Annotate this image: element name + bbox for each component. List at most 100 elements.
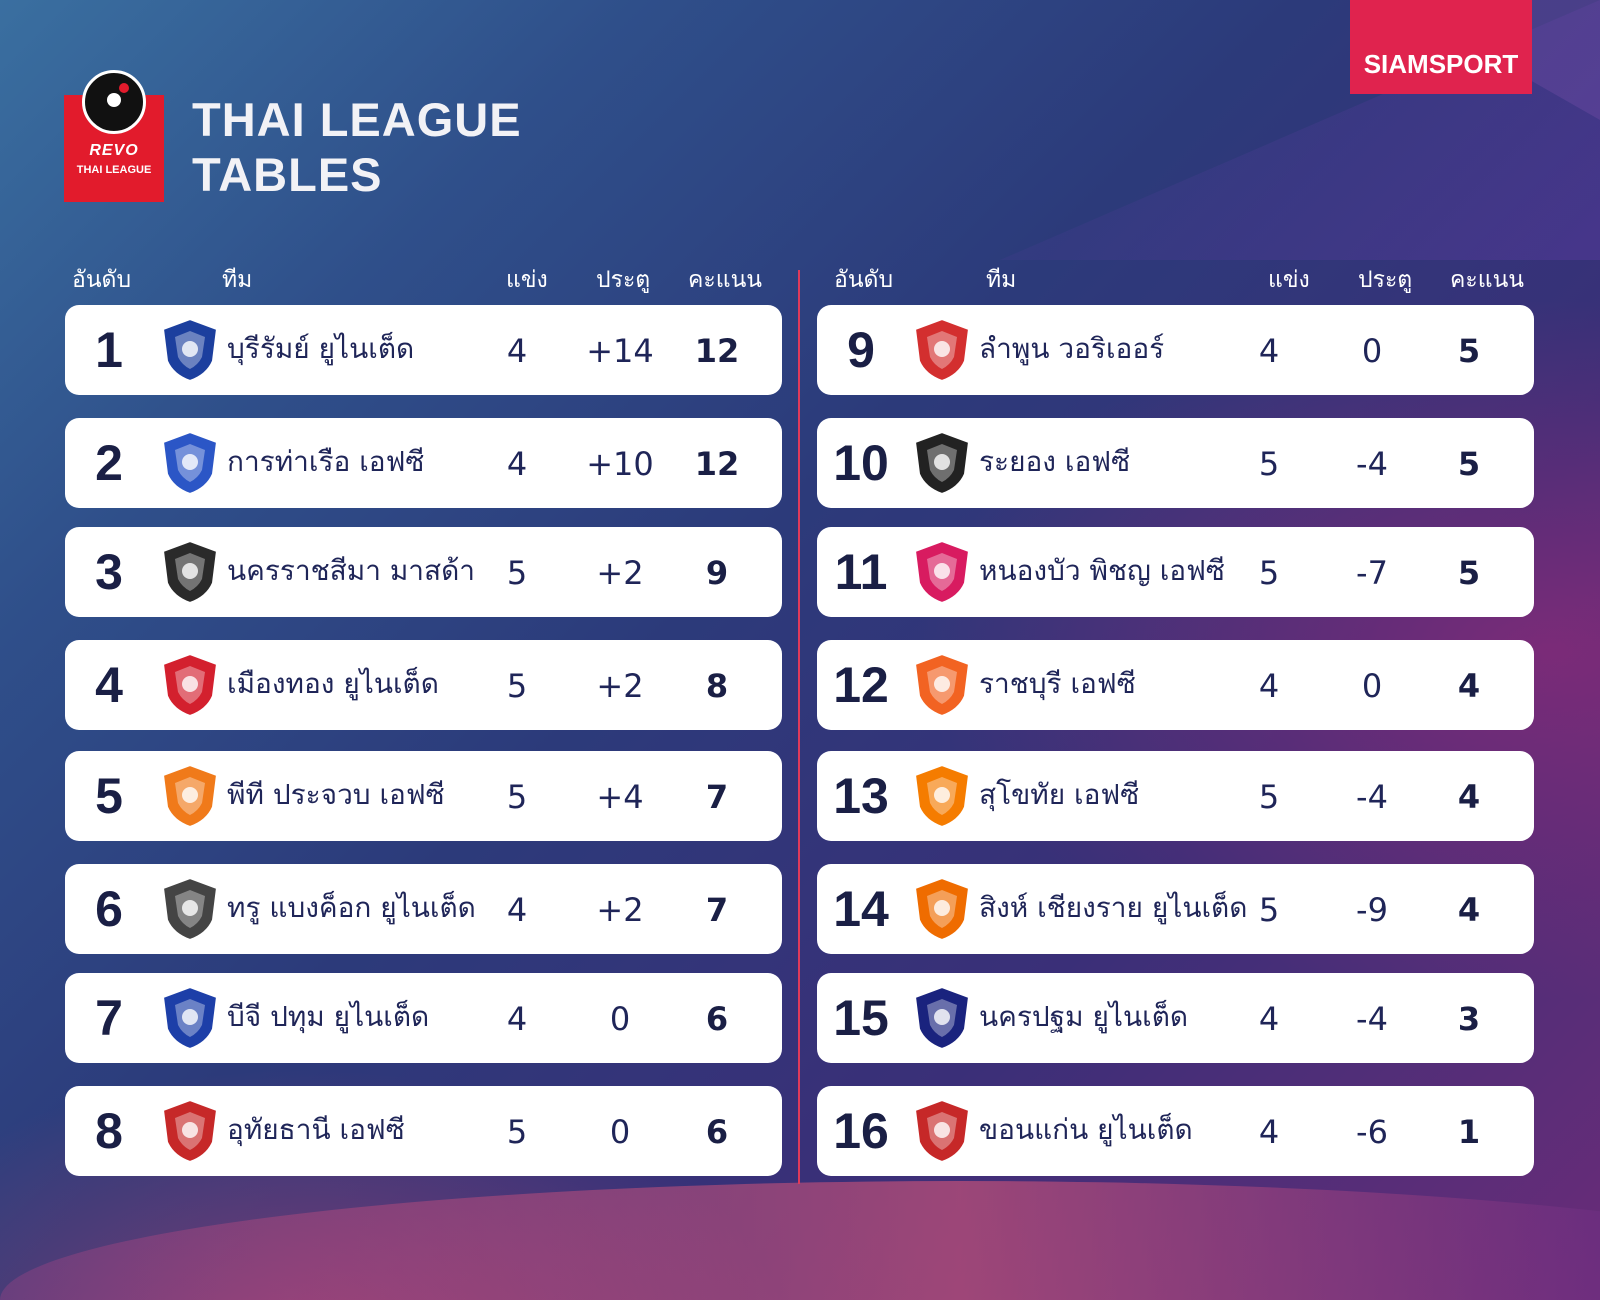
khonkaen-crest-icon [907,1096,977,1166]
korat-crest-icon [155,537,225,607]
rank-number: 3 [95,544,123,600]
lamphun-crest-icon [907,315,977,385]
rank-number: 4 [95,657,123,713]
goal-difference: +2 [596,667,644,705]
team-name: นครปฐม ยูไนเต็ด [979,1000,1189,1033]
goal-difference: -4 [1356,778,1388,816]
matches-played: 5 [1258,778,1280,816]
matches-played: 4 [506,891,528,929]
matches-played: 5 [506,778,528,816]
team-name: เมืองทอง ยูไนเต็ด [227,667,439,700]
points: 9 [705,554,729,592]
nongbua-crest-icon [907,537,977,607]
team-name: ระยอง เอฟซี [979,445,1131,478]
page-title: THAI LEAGUE TABLES [192,92,522,202]
team-name: ทรู แบงค็อก ยูไนเต็ด [227,891,476,924]
goal-difference: -9 [1356,891,1388,929]
team-name: บุรีรัมย์ ยูไนเต็ด [227,332,415,365]
logo-emblem-icon [82,70,146,134]
port-crest-icon [155,428,225,498]
matches-played: 5 [506,1113,528,1151]
team-name: พีที ประจวบ เอฟซี [227,778,445,811]
matches-played: 4 [1258,1113,1280,1151]
table-header-left: อันดับ ทีม แข่ง ประตู คะแนน [0,262,800,293]
rayong-crest-icon [907,428,977,498]
bg-pathum-crest-icon [155,983,225,1053]
team-name: อุทัยธานี เอฟซี [227,1113,405,1146]
bangkok-united-crest-icon [155,874,225,944]
table-row: 8 อุทัยธานี เอฟซี 5 0 6 [65,1086,782,1176]
chiangrai-crest-icon [907,874,977,944]
header-team: ทีม [986,267,1017,293]
header-points: คะแนน [1450,267,1525,293]
table-row: 15 นครปฐม ยูไนเต็ด 4 -4 3 [817,973,1534,1063]
goal-difference: 0 [609,1113,631,1151]
team-name: นครราชสีมา มาสด้า [227,554,476,587]
team-name: สุโขทัย เอฟซี [979,778,1140,811]
column-divider [798,270,800,1184]
goal-difference: +2 [596,891,644,929]
rank-number: 11 [834,544,888,600]
header-goal-diff: ประตู [596,267,651,293]
rank-number: 2 [95,435,123,491]
uthaithani-crest-icon [155,1096,225,1166]
table-row: 2 การท่าเรือ เอฟซี 4 +10 12 [65,418,782,508]
matches-played: 5 [506,554,528,592]
points: 1 [1457,1113,1481,1151]
prachuap-crest-icon [155,761,225,831]
table-row: 1 บุรีรัมย์ ยูไนเต็ด 4 +14 12 [65,305,782,395]
sukhothai-crest-icon [907,761,977,831]
table-row: 11 หนองบัว พิชญ เอฟซี 5 -7 5 [817,527,1534,617]
matches-played: 5 [1258,445,1280,483]
table-row: 5 พีที ประจวบ เอฟซี 5 +4 7 [65,751,782,841]
team-name: บีจี ปทุม ยูไนเต็ด [227,1000,430,1033]
rank-number: 14 [833,881,889,937]
points: 12 [694,332,740,370]
matches-played: 5 [506,667,528,705]
goal-difference: 0 [609,1000,631,1038]
rank-number: 9 [847,322,875,378]
table-row: 10 ระยอง เอฟซี 5 -4 5 [817,418,1534,508]
table-header-right: อันดับ ทีม แข่ง ประตู คะแนน [0,262,1600,293]
rank-number: 1 [95,322,123,378]
team-name: ราชบุรี เอฟซี [979,667,1136,700]
header-goal-diff: ประตู [1358,267,1413,293]
rank-number: 16 [833,1103,889,1159]
matches-played: 5 [1258,554,1280,592]
goal-difference: +14 [586,332,654,370]
team-name: ลำพูน วอริเออร์ [979,332,1165,365]
points: 8 [705,667,729,705]
points: 5 [1457,332,1481,370]
team-name: ขอนแก่น ยูไนเต็ด [979,1113,1193,1146]
points: 3 [1457,1000,1481,1038]
table-row: 9 ลำพูน วอริเออร์ 4 0 5 [817,305,1534,395]
table-row: 12 ราชบุรี เอฟซี 4 0 4 [817,640,1534,730]
rank-number: 13 [833,768,889,824]
goal-difference: 0 [1361,332,1383,370]
rank-number: 12 [833,657,889,713]
points: 6 [705,1000,729,1038]
goal-difference: +4 [596,778,644,816]
points: 4 [1457,891,1481,929]
matches-played: 4 [1258,667,1280,705]
team-name: หนองบัว พิชญ เอฟซี [979,554,1225,587]
matches-played: 4 [506,332,528,370]
goal-difference: +10 [586,445,654,483]
rank-number: 5 [95,768,123,824]
team-name: การท่าเรือ เอฟซี [227,445,425,478]
matches-played: 5 [1258,891,1280,929]
muangthong-crest-icon [155,650,225,720]
table-row: 6 ทรู แบงค็อก ยูไนเต็ด 4 +2 7 [65,864,782,954]
goal-difference: -7 [1356,554,1388,592]
rank-number: 8 [95,1103,123,1159]
points: 4 [1457,667,1481,705]
logo-revo-text: REVO [89,142,139,159]
nakhonpathom-crest-icon [907,983,977,1053]
table-row: 13 สุโขทัย เอฟซี 5 -4 4 [817,751,1534,841]
table-row: 16 ขอนแก่น ยูไนเต็ด 4 -6 1 [817,1086,1534,1176]
header-rank: อันดับ [72,267,132,293]
table-row: 4 เมืองทอง ยูไนเต็ด 5 +2 8 [65,640,782,730]
points: 12 [694,445,740,483]
points: 5 [1457,554,1481,592]
table-row: 14 สิงห์ เชียงราย ยูไนเต็ด 5 -9 4 [817,864,1534,954]
